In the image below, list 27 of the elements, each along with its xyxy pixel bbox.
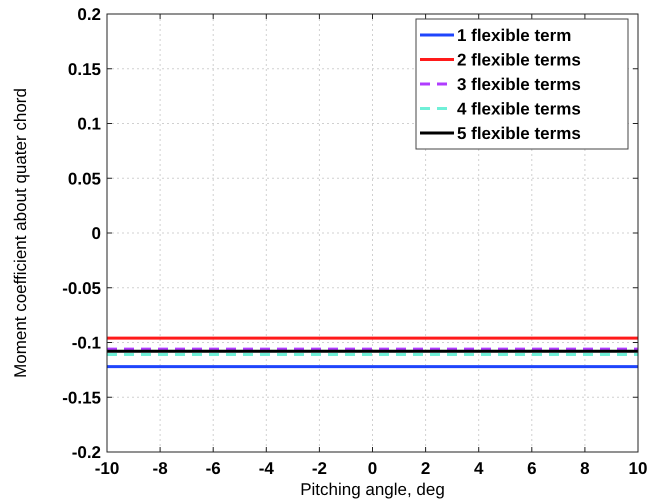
x-tick-label: 6 xyxy=(527,459,537,478)
legend-label: 4 flexible terms xyxy=(457,100,581,118)
legend-label: 5 flexible terms xyxy=(457,124,581,143)
x-tick-label: 0 xyxy=(368,459,378,478)
y-axis-title: Moment coefficient about quater chord xyxy=(11,88,30,378)
x-tick-label: -8 xyxy=(152,459,168,478)
y-tick-label: -0.15 xyxy=(62,388,101,408)
legend-label: 1 flexible term xyxy=(457,26,572,45)
x-tick-label: 2 xyxy=(420,459,430,478)
y-tick-label: 0.2 xyxy=(77,5,101,24)
x-axis-title: Pitching angle, deg xyxy=(300,480,445,499)
y-tick-label: 0.05 xyxy=(68,169,101,188)
x-tick-label: 10 xyxy=(628,459,648,478)
x-tick-label: -10 xyxy=(94,459,120,478)
x-tick-label: -6 xyxy=(206,459,221,478)
x-tick-label: 8 xyxy=(580,459,590,478)
legend-label: 2 flexible terms xyxy=(457,50,581,70)
y-tick-label: 0 xyxy=(92,224,101,243)
x-tick-label: 4 xyxy=(474,459,484,478)
x-tick-label: -2 xyxy=(312,459,327,478)
y-tick-label: -0.2 xyxy=(72,443,101,462)
x-tick-label: -4 xyxy=(258,459,274,478)
legend-label: 3 flexible terms xyxy=(457,75,581,94)
y-tick-label: -0.1 xyxy=(72,334,101,352)
y-tick-label: 0.15 xyxy=(68,60,101,79)
y-tick-label: 0.1 xyxy=(77,114,101,134)
y-tick-label: -0.05 xyxy=(62,278,101,298)
